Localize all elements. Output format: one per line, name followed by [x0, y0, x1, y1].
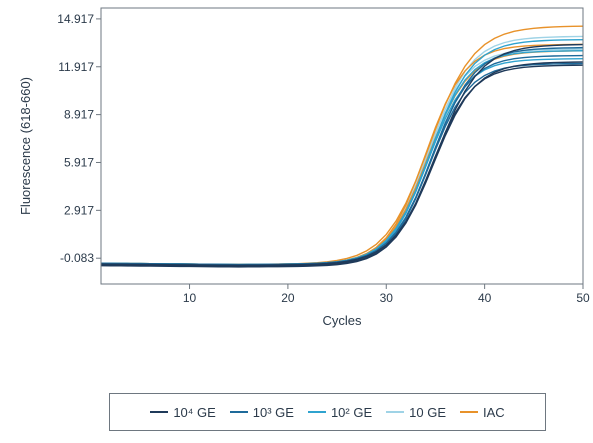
y-tick-label: 14.917 [57, 12, 94, 26]
y-axis: -0.083 2.917 5.917 8.917 11.917 14.917 [57, 12, 101, 265]
x-tick-label: 50 [576, 291, 590, 305]
series-line [100, 58, 584, 267]
y-tick-label: 11.917 [58, 60, 94, 74]
y-tick-label: 8.917 [64, 108, 94, 122]
series-line [100, 62, 584, 267]
legend-swatch [307, 411, 326, 413]
legend-swatch [386, 411, 405, 413]
series-line [100, 48, 584, 266]
series-line [100, 50, 584, 267]
x-tick-label: 20 [281, 291, 295, 305]
plot-frame [100, 7, 584, 285]
legend-label: IAC [483, 404, 505, 420]
x-tick-label: 10 [183, 291, 197, 305]
series-line [100, 35, 584, 266]
x-tick-label: 40 [478, 291, 492, 305]
series-line [100, 54, 584, 267]
series-line [100, 43, 584, 267]
legend-item: IAC [460, 405, 505, 420]
series-line [100, 46, 584, 266]
legend-item: 10 GE [386, 405, 446, 420]
y-axis-title: Fluorescence (618-660) [18, 77, 33, 215]
x-axis-title: Cycles [322, 313, 362, 328]
series-line [100, 64, 584, 268]
y-tick-label: 5.917 [64, 155, 94, 169]
series-line [100, 50, 584, 266]
legend-item: 10² GE [307, 404, 373, 420]
series-line [100, 43, 584, 266]
legend-label: 10 GE [409, 404, 446, 420]
y-tick-label: -0.083 [60, 251, 94, 265]
series-line [100, 61, 584, 267]
plot-lines [100, 25, 584, 268]
legend-label: 10² GE [330, 404, 373, 420]
series-line [100, 38, 584, 266]
legend-label: 10⁴ GE [173, 404, 216, 420]
legend-item: 10³ GE [229, 404, 294, 420]
legend-swatch [229, 411, 248, 413]
legend-label: 10³ GE [252, 404, 294, 420]
legend: 10⁴ GE 10³ GE 10² GE 10 GE IAC [109, 393, 546, 431]
y-tick-label: 2.917 [64, 203, 94, 217]
x-axis: 10 20 30 40 50 [183, 284, 590, 305]
legend-swatch [150, 411, 169, 413]
x-tick-label: 30 [380, 291, 394, 305]
legend-item: 10⁴ GE [150, 404, 216, 420]
legend-swatch [460, 411, 478, 413]
